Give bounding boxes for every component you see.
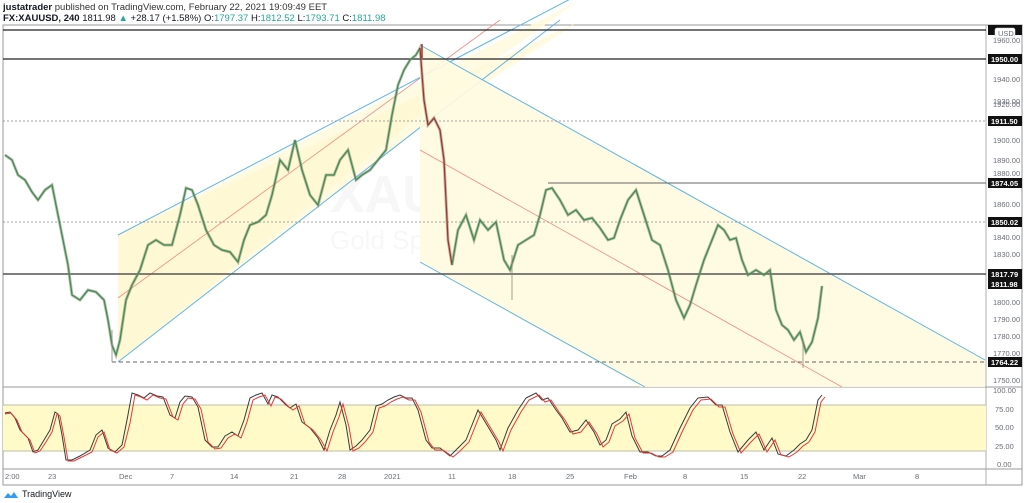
- high-label: H:: [250, 13, 261, 24]
- svg-text:8: 8: [915, 472, 919, 481]
- svg-text:1950.00: 1950.00: [991, 55, 1018, 64]
- symbol-legend: FX:XAUUSD, 240 1811.98 ▲ +28.17 (+1.58%)…: [3, 13, 386, 24]
- svg-text:100.00: 100.00: [993, 386, 1016, 395]
- svg-text:1920.00: 1920.00: [993, 100, 1020, 109]
- svg-text:14: 14: [230, 472, 238, 481]
- price-badges: 1950.00 1911.50 1874.05 1850.02 1817.79 …: [988, 25, 1022, 367]
- svg-text:1764.22: 1764.22: [991, 358, 1018, 367]
- svg-text:1780.00: 1780.00: [993, 332, 1020, 341]
- svg-text:1790.00: 1790.00: [993, 315, 1020, 324]
- svg-text:18: 18: [508, 472, 516, 481]
- svg-text:Mar: Mar: [853, 472, 866, 481]
- svg-text:2021: 2021: [384, 472, 401, 481]
- close-value: 1811.98: [351, 13, 386, 24]
- low-label: L:: [297, 13, 306, 24]
- symbol-name[interactable]: FX:XAUUSD, 240: [3, 13, 80, 24]
- svg-text:1940.00: 1940.00: [993, 75, 1020, 84]
- svg-text:1900.00: 1900.00: [993, 136, 1020, 145]
- time-axis[interactable]: 2:00 23 Dec 7 14 21 28 2021 11 18 25 Feb…: [5, 472, 919, 481]
- svg-text:1930.00: 1930.00: [993, 97, 1020, 106]
- svg-text:7: 7: [170, 472, 174, 481]
- tradingview-brand: TradingView: [22, 489, 72, 499]
- svg-text:1830.00: 1830.00: [993, 250, 1020, 259]
- publish-info: published on TradingView.com, February 2…: [54, 2, 328, 13]
- svg-text:1840.00: 1840.00: [993, 233, 1020, 242]
- price-axis[interactable]: 1960.00 1940.00 . . . 1930.00 . . 1900.0…: [993, 36, 1020, 385]
- svg-text:USD: USD: [998, 29, 1014, 38]
- author-name[interactable]: justatrader: [3, 2, 53, 13]
- svg-text:1860.00: 1860.00: [993, 200, 1020, 209]
- change-value: +28.17 (+1.58%): [130, 13, 202, 24]
- svg-text:50.00: 50.00: [995, 423, 1014, 432]
- svg-text:1890.00: 1890.00: [993, 156, 1020, 165]
- svg-text:1911.50: 1911.50: [991, 117, 1018, 126]
- price-series: [4, 43, 824, 368]
- low-value: 1793.71: [305, 13, 340, 24]
- svg-text:1811.98: 1811.98: [991, 280, 1018, 289]
- svg-text:25: 25: [566, 472, 574, 481]
- change-arrow-icon: ▲: [118, 13, 128, 24]
- close-label: C:: [342, 13, 352, 24]
- svg-text:0.00: 0.00: [997, 460, 1012, 469]
- svg-text:1800.00: 1800.00: [993, 298, 1020, 307]
- svg-text:1770.00: 1770.00: [993, 349, 1020, 358]
- svg-text:1960.00: 1960.00: [993, 36, 1020, 45]
- svg-text:1750.00: 1750.00: [993, 376, 1020, 385]
- svg-text:Dec: Dec: [119, 472, 133, 481]
- descending-channel[interactable]: [419, 44, 986, 388]
- svg-text:22: 22: [798, 472, 806, 481]
- publish-header: justatrader published on TradingView.com…: [3, 2, 327, 13]
- currency-badge: [994, 27, 1016, 39]
- svg-text:28: 28: [338, 472, 346, 481]
- svg-text:1880.00: 1880.00: [993, 169, 1020, 178]
- tradingview-logo[interactable]: TradingView: [3, 489, 72, 499]
- svg-text:2:00: 2:00: [5, 472, 20, 481]
- svg-text:75.00: 75.00: [995, 405, 1014, 414]
- svg-text:21: 21: [290, 472, 298, 481]
- svg-text:15: 15: [740, 472, 748, 481]
- oscillator-axis[interactable]: 100.00 75.00 50.00 25.00 0.00: [993, 386, 1016, 469]
- high-value: 1812.52: [260, 13, 295, 24]
- svg-text:1850.02: 1850.02: [991, 218, 1018, 227]
- open-label: O:: [203, 13, 214, 24]
- svg-text:23: 23: [48, 472, 56, 481]
- open-value: 1797.37: [213, 13, 249, 24]
- svg-text:8: 8: [683, 472, 687, 481]
- svg-text:11: 11: [448, 472, 456, 481]
- stochastic-panel[interactable]: [3, 392, 986, 462]
- svg-text:Feb: Feb: [624, 472, 637, 481]
- svg-text:1874.05: 1874.05: [991, 179, 1018, 188]
- tradingview-cloud-icon: [4, 491, 18, 498]
- horizontal-levels[interactable]: [3, 29, 986, 363]
- svg-text:1817.79: 1817.79: [991, 270, 1018, 279]
- last-price: 1811.98: [82, 13, 116, 24]
- svg-text:25.00: 25.00: [995, 442, 1014, 451]
